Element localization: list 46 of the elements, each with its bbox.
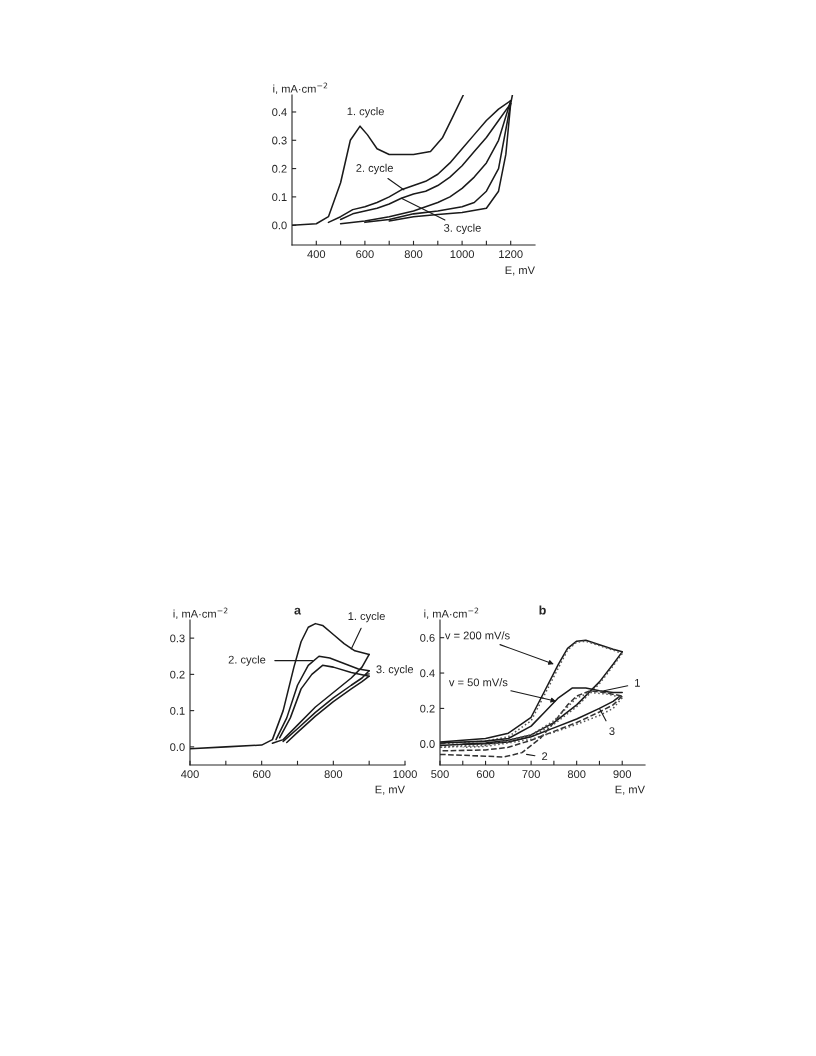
y-tick-label: 0.6 [420, 633, 435, 642]
x-tick-label: 900 [613, 770, 632, 779]
x-axis-title: E, mV [375, 785, 405, 795]
y-tick-label: 0.3 [272, 136, 287, 145]
x-tick-label: 800 [404, 250, 423, 259]
annotation: 2. cycle [356, 163, 393, 175]
x-axis-title: E, mV [615, 785, 645, 795]
annotation: 1. cycle [347, 107, 384, 118]
x-tick-label: 800 [567, 770, 586, 779]
x-tick-label: 600 [252, 770, 271, 779]
y-tick-label: 0.0 [420, 740, 435, 748]
y-tick-label: 0.4 [420, 669, 435, 678]
chart-title: b [539, 605, 546, 615]
annotation: 2. cycle [228, 655, 266, 666]
x-tick-label: 1000 [393, 770, 417, 779]
x-tick-label: 1000 [450, 250, 475, 259]
x-tick-label: 1200 [499, 250, 523, 259]
y-tick-label: 0.3 [170, 634, 185, 643]
annotation: 3. cycle [444, 223, 481, 235]
y-tick-label: 0.2 [170, 670, 185, 679]
x-axis-title: E, mV [505, 266, 535, 276]
x-tick-label: 600 [356, 250, 374, 259]
x-tick-label: 800 [324, 770, 343, 779]
y-tick-label: 0.2 [272, 164, 287, 173]
y-tick-label: 0.0 [272, 221, 287, 230]
x-tick-label: 600 [476, 770, 495, 779]
y-tick-label: 0.1 [170, 706, 185, 715]
annotation: v = 50 mV/s [448, 678, 508, 687]
y-axis-title: i, mA·cm$^{−2}$ [273, 82, 328, 95]
y-tick-label: 0.4 [272, 108, 287, 117]
x-tick-label: 400 [180, 770, 199, 779]
annotation: 1. cycle [348, 611, 385, 623]
y-axis-title: i, mA·cm$^{−2}$ [173, 607, 228, 620]
annotation: v = 200 mV/s [444, 631, 510, 640]
annotation: 1 [635, 679, 640, 687]
y-tick-label: 0.0 [170, 743, 185, 752]
y-axis-title: i, mA·cm$^{−2}$ [424, 607, 479, 620]
y-tick-label: 0.2 [420, 704, 435, 713]
chart-title: a [294, 607, 302, 615]
x-tick-label: 700 [522, 770, 540, 779]
annotation: 2 [542, 752, 548, 761]
annotation: 3. cycle [376, 665, 414, 676]
x-tick-label: 500 [431, 770, 449, 779]
x-tick-label: 400 [307, 250, 326, 259]
y-tick-label: 0.1 [272, 193, 287, 202]
annotation: 3 [609, 727, 615, 736]
